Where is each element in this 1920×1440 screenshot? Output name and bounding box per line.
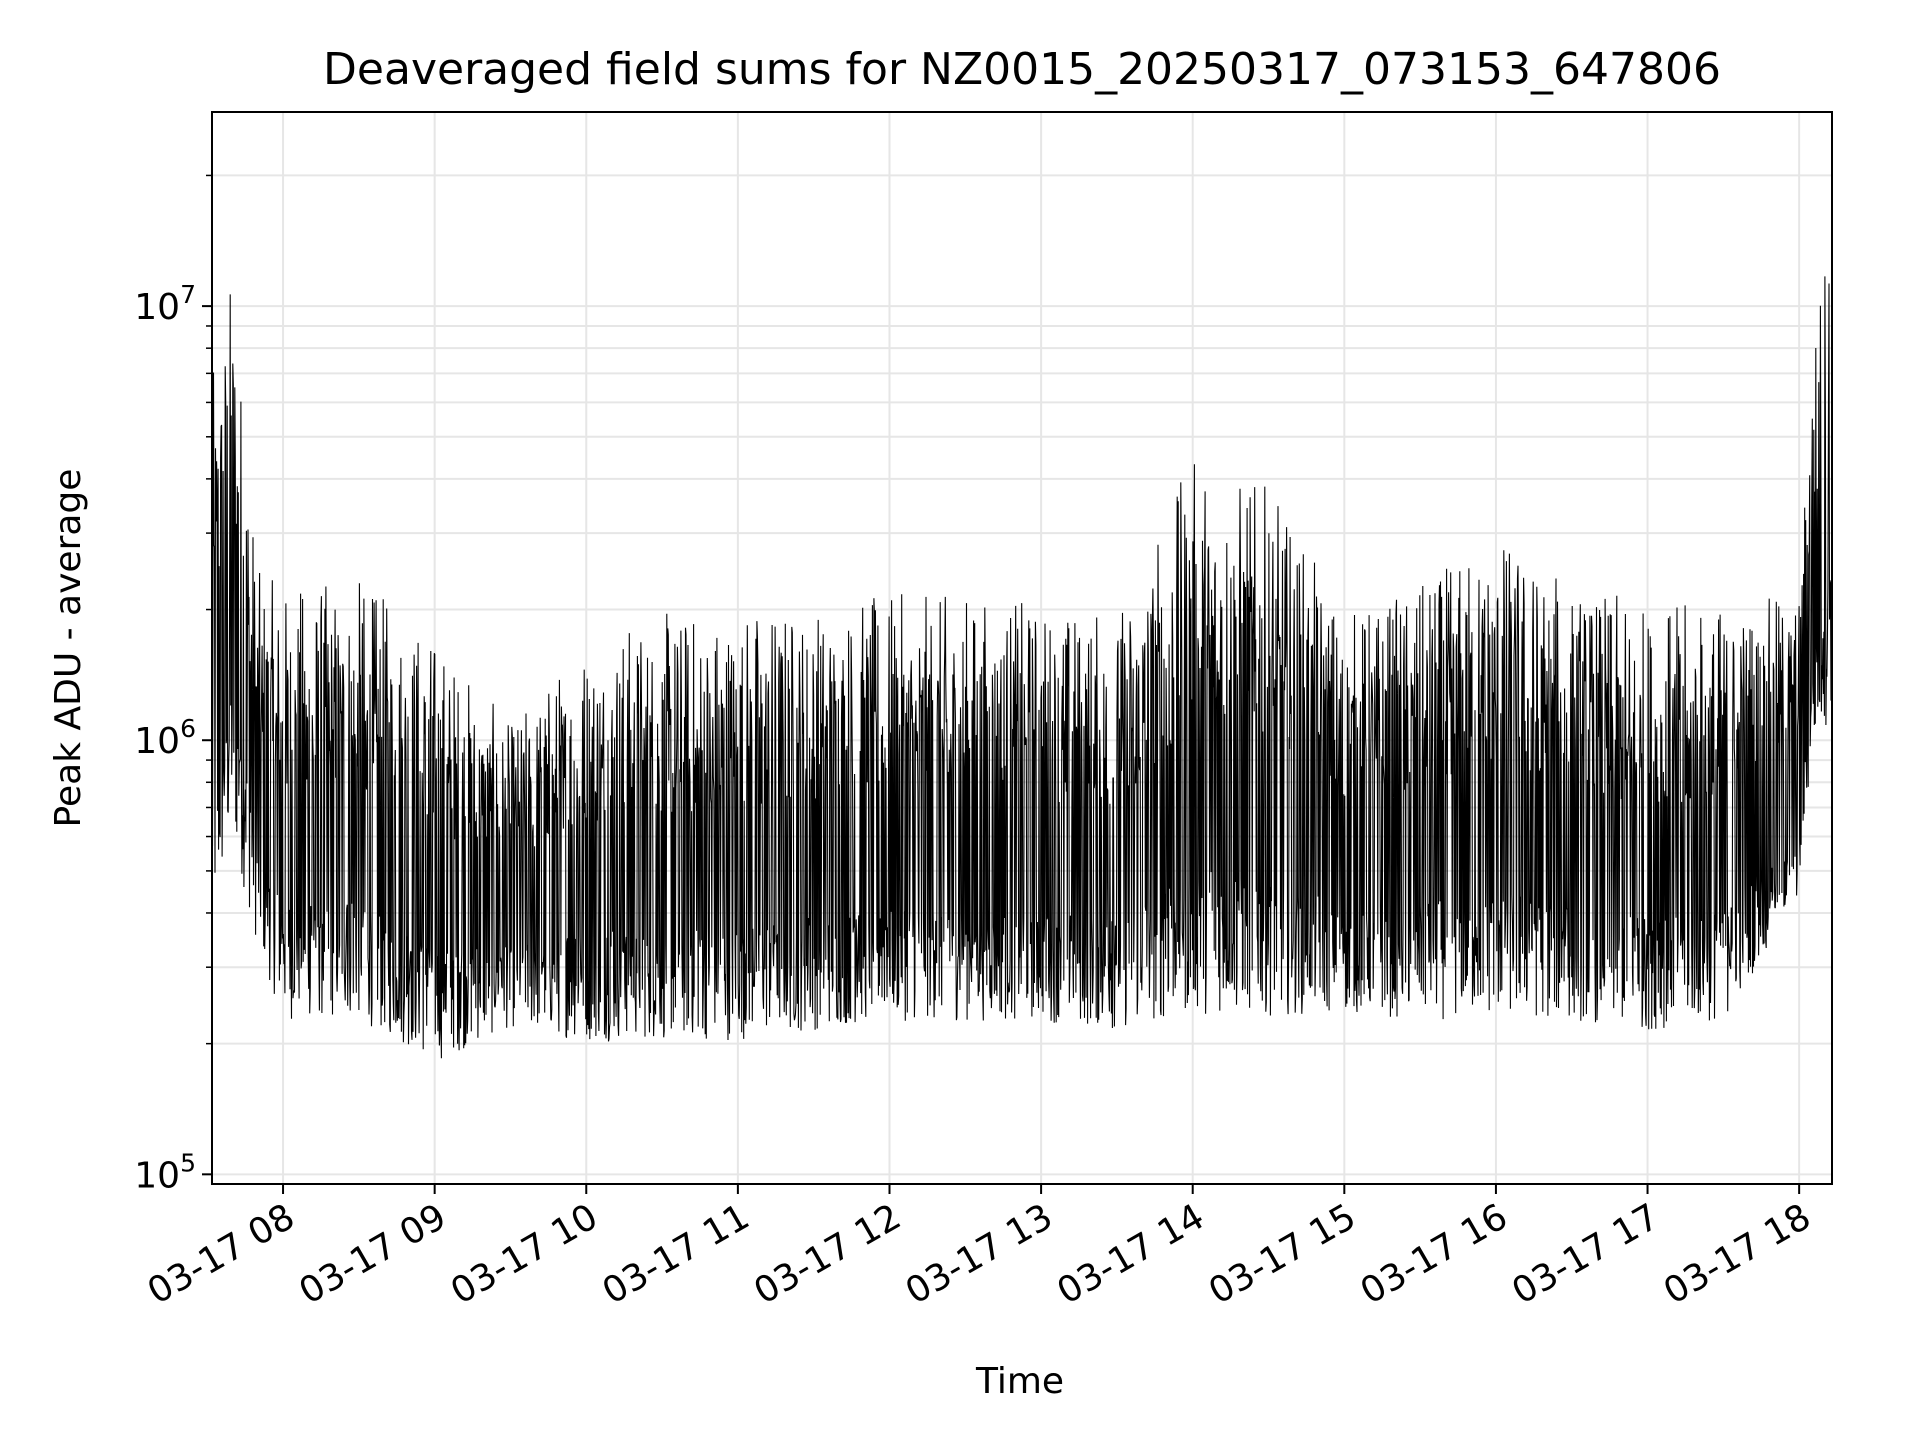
- chart-title: Deaveraged field sums for NZ0015_2025031…: [323, 44, 1721, 95]
- y-tick-label: 105: [134, 1148, 196, 1196]
- plot-frame: [211, 111, 1833, 1185]
- series-line: [211, 274, 1833, 1059]
- series-layer: [211, 274, 1833, 1059]
- x-axis-label: Time: [975, 1361, 1064, 1402]
- y-tick-label: 106: [134, 714, 196, 762]
- y-tick-label: 107: [134, 280, 196, 328]
- y-axis-label: Peak ADU - average: [48, 469, 89, 828]
